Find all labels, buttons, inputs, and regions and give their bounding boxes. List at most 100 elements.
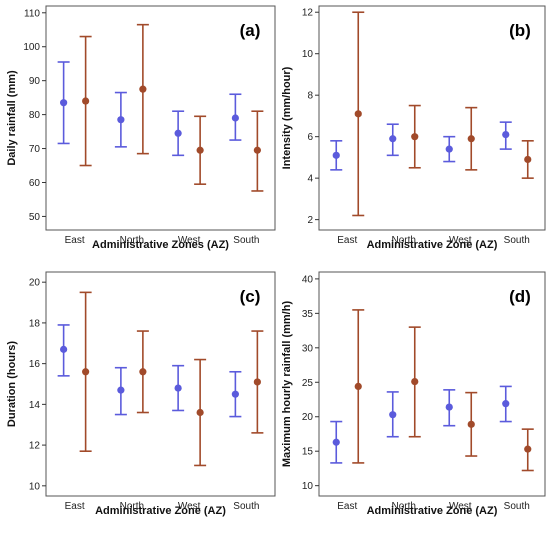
- mean-point: [231, 114, 239, 122]
- error-bar-s2-south: [251, 110, 264, 192]
- y-tick-label: 35: [302, 309, 314, 320]
- y-tick-label: 20: [29, 278, 41, 289]
- error-bar-s1-north: [114, 91, 127, 148]
- mean-point: [389, 411, 397, 419]
- mean-point: [174, 384, 182, 392]
- mean-point: [253, 146, 261, 154]
- chart-panel-1: 50 60 70 80 90 100 110 East North West South Admini…: [6, 5, 276, 251]
- x-axis-label: Administrative Zone (AZ): [367, 505, 498, 517]
- mean-point: [502, 130, 510, 139]
- mean-point: [524, 155, 532, 164]
- error-bar-s1-west: [443, 389, 456, 427]
- mean-point: [445, 145, 453, 153]
- error-bar-s2-north: [408, 326, 421, 438]
- mean-point: [467, 135, 475, 143]
- y-tick-label: 10: [302, 49, 314, 60]
- x-axis-label: Administrative Zone (AZ): [367, 239, 498, 251]
- y-axis-label: Intensity (mm/hour): [281, 66, 293, 169]
- error-bar-s1-south: [229, 93, 242, 141]
- y-tick-label: 2: [307, 215, 313, 226]
- y-tick-label: 12: [302, 8, 314, 19]
- error-bar-s2-north: [408, 104, 421, 169]
- y-axis-label: Maximum hourly rainfall (mm/h): [281, 301, 293, 468]
- error-bar-s2-west: [194, 115, 207, 185]
- x-tick-label: North: [392, 501, 416, 512]
- mean-point: [82, 368, 90, 376]
- x-tick-label: West: [178, 501, 201, 512]
- y-tick-label: 70: [29, 144, 41, 155]
- y-tick-label: 18: [29, 318, 41, 329]
- y-tick-label: 10: [302, 481, 314, 492]
- y-axis-label: Daily rainfall (mm): [6, 70, 18, 166]
- error-bar-s2-east: [79, 35, 92, 167]
- x-tick-label: North: [392, 235, 416, 246]
- error-bar-s1-south: [229, 370, 242, 418]
- y-tick-label: 12: [29, 441, 41, 452]
- x-axis-label: Administrative Zones (AZ): [92, 239, 229, 251]
- x-tick-label: South: [504, 235, 530, 246]
- mean-point: [502, 400, 510, 408]
- y-tick-label: 110: [24, 8, 40, 19]
- mean-point: [354, 382, 362, 391]
- x-tick-label: East: [337, 501, 357, 512]
- panel-label: (b): [509, 21, 531, 40]
- x-tick-label: South: [233, 235, 259, 246]
- y-tick-label: 60: [29, 178, 41, 189]
- error-bar-s2-south: [521, 428, 534, 472]
- x-tick-label: North: [120, 501, 144, 512]
- x-tick-label: East: [337, 235, 357, 246]
- error-bar-s1-south: [499, 385, 512, 423]
- y-tick-label: 16: [29, 359, 41, 370]
- plot-frame: [45, 5, 276, 231]
- error-bar-s1-west: [172, 110, 185, 157]
- x-tick-label: South: [233, 501, 259, 512]
- mean-point: [332, 151, 340, 159]
- y-tick-label: 10: [29, 481, 41, 492]
- error-bar-s2-north: [136, 330, 149, 414]
- mean-point: [139, 85, 147, 93]
- error-bar-s2-west: [465, 391, 478, 457]
- y-axis-label: Duration (hours): [6, 341, 18, 427]
- y-tick-label: 20: [302, 412, 314, 423]
- x-tick-label: West: [449, 235, 472, 246]
- mean-point: [411, 377, 419, 386]
- x-tick-label: West: [449, 501, 472, 512]
- mean-point: [445, 403, 453, 411]
- x-tick-label: East: [65, 235, 85, 246]
- mean-point: [117, 386, 125, 394]
- chart-panel-4: 10 15 20 25 30 35 40 East North West South Administ…: [281, 271, 546, 517]
- chart-panel-2: 2 4 6 8 10 12 East North West South Administrative…: [281, 5, 546, 251]
- panel-label: (a): [240, 21, 261, 40]
- y-tick-label: 6: [307, 132, 313, 143]
- chart-panel-3: 10 12 14 16 18 20 East North West South Administra…: [6, 271, 276, 517]
- x-tick-label: North: [120, 235, 144, 246]
- mean-point: [467, 420, 475, 428]
- error-bar-s1-north: [386, 123, 399, 157]
- mean-point: [174, 129, 182, 137]
- mean-point: [231, 390, 239, 398]
- y-tick-label: 90: [29, 76, 41, 87]
- mean-point: [524, 445, 532, 453]
- error-bar-s1-north: [114, 366, 127, 416]
- y-tick-label: 40: [302, 274, 314, 285]
- y-tick-label: 25: [302, 378, 314, 389]
- y-tick-label: 8: [307, 91, 313, 102]
- x-tick-label: East: [65, 501, 85, 512]
- plot-frame: [318, 5, 546, 231]
- error-bar-s1-west: [172, 364, 185, 412]
- panel-label: (c): [240, 287, 261, 306]
- mean-point: [139, 368, 147, 376]
- error-bar-s2-north: [136, 23, 149, 155]
- plot-frame: [45, 271, 276, 497]
- error-bar-s2-east: [352, 309, 365, 464]
- y-tick-label: 15: [302, 447, 314, 458]
- y-tick-label: 14: [29, 400, 41, 411]
- error-bar-s2-west: [194, 358, 207, 467]
- x-tick-label: South: [504, 501, 530, 512]
- mean-point: [389, 135, 397, 143]
- mean-point: [82, 97, 90, 105]
- mean-point: [196, 408, 204, 417]
- plot-frame: [318, 271, 546, 497]
- y-tick-label: 4: [307, 174, 313, 185]
